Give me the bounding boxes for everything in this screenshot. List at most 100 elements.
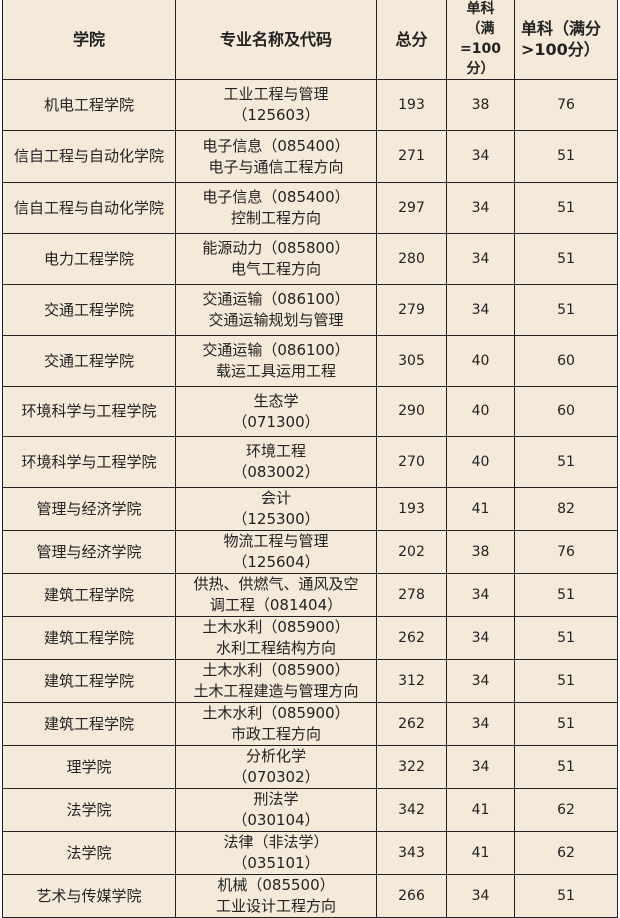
single-over100-cell: 82 — [514, 487, 618, 531]
major-cell: 交通运输（086100） 载运工具运用工程 — [175, 335, 377, 387]
table-row: 机电工程学院 工业工程与管理 （125603） 193 38 76 — [2, 79, 618, 131]
major-cell: 土木水利（085900） 市政工程方向 — [175, 702, 377, 746]
header-line: >100分） — [521, 40, 600, 59]
major-name: 交通运输（086100） — [202, 290, 350, 308]
header-college: 学院 — [2, 0, 176, 80]
major-code: 控制工程方向 — [230, 209, 321, 227]
total-score-cell: 342 — [376, 788, 447, 832]
major-name: 供热、供燃气、通风及空 — [193, 575, 359, 593]
single-100-cell: 34 — [446, 702, 515, 746]
major-name: 土木水利（085900） — [202, 704, 350, 722]
college-cell: 建筑工程学院 — [2, 616, 176, 660]
total-score-cell: 270 — [376, 436, 447, 488]
table-row: 建筑工程学院 土木水利（085900） 水利工程结构方向 262 34 51 — [2, 616, 618, 660]
college-cell: 法学院 — [2, 788, 176, 832]
single-over100-cell: 51 — [514, 659, 618, 703]
table-row: 建筑工程学院 土木水利（085900） 市政工程方向 262 34 51 — [2, 702, 618, 746]
major-name: 会计 — [260, 489, 291, 507]
table-row: 环境科学与工程学院 生态学 （071300） 290 40 60 — [2, 386, 618, 437]
major-name: 生态学 — [253, 391, 299, 410]
total-score-cell: 271 — [376, 130, 447, 183]
single-over100-cell: 51 — [514, 874, 618, 918]
single-over100-cell: 51 — [514, 436, 618, 488]
total-score-cell: 278 — [376, 573, 447, 617]
major-name: 土木水利（085900） — [202, 618, 350, 636]
major-cell: 刑法学 （030104） — [175, 788, 377, 832]
college-cell: 建筑工程学院 — [2, 659, 176, 703]
total-score-cell: 193 — [376, 487, 447, 531]
single-over100-cell: 76 — [514, 79, 618, 131]
total-score-cell: 312 — [376, 659, 447, 703]
major-cell: 会计 （125300） — [175, 487, 377, 531]
major-cell: 机械（085500） 工业设计工程方向 — [175, 874, 377, 918]
single-over100-cell: 60 — [514, 386, 618, 437]
total-score-cell: 279 — [376, 284, 447, 336]
header-line: 分） — [466, 61, 495, 77]
single-100-cell: 34 — [446, 284, 515, 336]
single-over100-cell: 62 — [514, 831, 618, 875]
single-over100-cell: 51 — [514, 233, 618, 285]
major-code: （083002） — [232, 463, 320, 481]
college-cell: 建筑工程学院 — [2, 702, 176, 746]
major-cell: 工业工程与管理 （125603） — [175, 79, 377, 131]
total-score-cell: 343 — [376, 831, 447, 875]
college-cell: 环境科学与工程学院 — [2, 386, 176, 437]
major-cell: 土木水利（085900） 水利工程结构方向 — [175, 616, 377, 660]
major-name: 工业工程与管理 — [223, 85, 329, 103]
header-major: 专业名称及代码 — [175, 0, 377, 80]
single-over100-cell: 51 — [514, 745, 618, 789]
major-cell: 交通运输（086100） 交通运输规划与管理 — [175, 284, 377, 336]
major-code: 交通运输规划与管理 — [208, 311, 344, 329]
single-100-cell: 40 — [446, 335, 515, 387]
major-code: 电气工程方向 — [230, 260, 321, 278]
major-name: 交通运输（086100） — [202, 341, 350, 359]
total-score-cell: 280 — [376, 233, 447, 285]
major-cell: 法律（非法学） （035101） — [175, 831, 377, 875]
single-over100-cell: 51 — [514, 182, 618, 234]
total-score-cell: 193 — [376, 79, 447, 131]
total-score-cell: 290 — [376, 386, 447, 437]
major-name: 能源动力（085800） — [202, 239, 350, 257]
college-cell: 信自工程与自动化学院 — [2, 182, 176, 234]
single-over100-cell: 51 — [514, 130, 618, 183]
total-score-cell: 262 — [376, 616, 447, 660]
major-name: 刑法学 — [253, 790, 299, 808]
college-cell: 管理与经济学院 — [2, 530, 176, 574]
single-100-cell: 41 — [446, 831, 515, 875]
major-cell: 分析化学 （070302） — [175, 745, 377, 789]
single-100-cell: 41 — [446, 788, 515, 832]
major-code: （125603） — [232, 106, 320, 124]
college-cell: 环境科学与工程学院 — [2, 436, 176, 488]
table-row: 环境科学与工程学院 环境工程 （083002） 270 40 51 — [2, 436, 618, 488]
major-cell: 电子信息（085400） 控制工程方向 — [175, 182, 377, 234]
table-row: 法学院 刑法学 （030104） 342 41 62 — [2, 788, 618, 832]
major-name: 机械（085500） — [217, 876, 335, 894]
total-score-cell: 305 — [376, 335, 447, 387]
major-code: （070302） — [232, 768, 320, 786]
major-code: （071300） — [232, 412, 320, 431]
major-code: （125604） — [232, 553, 320, 571]
header-row: 学院 专业名称及代码 总分 单科 （满 =100 分） 单科（满分 >100分） — [2, 0, 618, 80]
single-100-cell: 34 — [446, 874, 515, 918]
major-code: （125300） — [232, 510, 320, 528]
single-100-cell: 34 — [446, 182, 515, 234]
single-100-cell: 34 — [446, 659, 515, 703]
major-name: 物流工程与管理 — [223, 532, 329, 550]
total-score-cell: 297 — [376, 182, 447, 234]
major-cell: 物流工程与管理 （125604） — [175, 530, 377, 574]
single-100-cell: 38 — [446, 530, 515, 574]
table-row: 理学院 分析化学 （070302） 322 34 51 — [2, 745, 618, 789]
single-100-cell: 34 — [446, 233, 515, 285]
major-name: 法律（非法学） — [223, 833, 329, 851]
major-cell: 电子信息（085400） 电子与通信工程方向 — [175, 130, 377, 183]
table-row: 建筑工程学院 土木水利（085900） 土木工程建造与管理方向 312 34 51 — [2, 659, 618, 703]
single-over100-cell: 60 — [514, 335, 618, 387]
header-total: 总分 — [376, 0, 447, 80]
table-row: 建筑工程学院 供热、供燃气、通风及空 调工程（081404） 278 34 51 — [2, 573, 618, 617]
major-code: 水利工程结构方向 — [215, 639, 336, 657]
header-line: =100 — [460, 41, 501, 57]
table-row: 管理与经济学院 物流工程与管理 （125604） 202 38 76 — [2, 530, 618, 574]
major-name: 土木水利（085900） — [202, 661, 350, 679]
major-code: 市政工程方向 — [230, 725, 321, 743]
major-name: 电子信息（085400） — [202, 188, 350, 206]
